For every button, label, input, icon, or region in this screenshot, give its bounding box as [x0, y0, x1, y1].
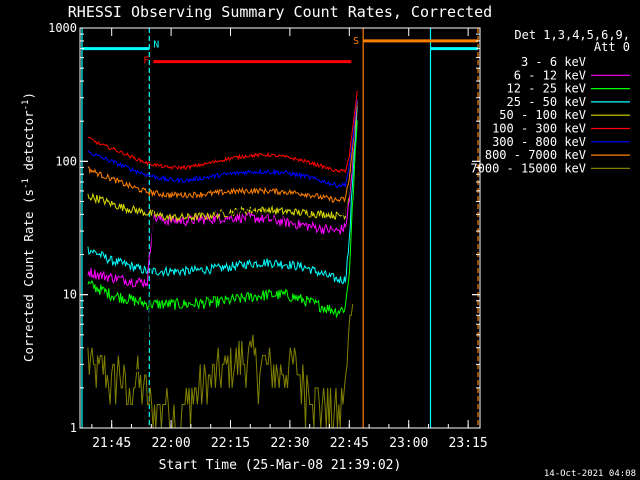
x-tick-label-6: 23:15 [449, 436, 488, 451]
y-tick-label-1: 10 [63, 288, 77, 302]
legend-label-6: 300 - 800 keV [492, 135, 586, 149]
legend-label-2: 12 - 25 keV [507, 82, 586, 96]
flag-label-2: S [353, 36, 359, 47]
legend-header-1: Det 1,3,4,5,6,9, [514, 28, 630, 42]
y-tick-label-2: 100 [55, 154, 77, 168]
x-tick-label-4: 22:45 [330, 436, 369, 451]
x-tick-label-3: 22:30 [270, 436, 309, 451]
series-line-7 [87, 100, 358, 203]
x-tick-label-1: 22:00 [152, 436, 191, 451]
flag-label-0: N [153, 40, 159, 51]
series-line-8 [87, 304, 354, 429]
y-tick-label-0: 1 [70, 421, 77, 435]
legend-label-5: 100 - 300 keV [492, 122, 586, 136]
series-line-6 [87, 99, 358, 189]
plot-area: NF S 1 10 100 1000 21:45 22:00 22:15 22:30 22:45 23… [48, 21, 488, 451]
legend-header-2: Att 0 [594, 40, 630, 54]
footer-timestamp: 14-Oct-2021 04:08 [544, 469, 636, 479]
series-line-5 [87, 90, 358, 174]
x-tick-label-0: 21:45 [92, 436, 131, 451]
series-line-0 [87, 100, 358, 376]
y-tick-label-3: 1000 [48, 21, 77, 35]
y-axis-label: Corrected Count Rate (s-1 detector-1) [21, 92, 36, 362]
series-line-4 [87, 105, 358, 223]
legend-label-3: 25 - 50 keV [507, 95, 586, 109]
legend-label-7: 800 - 7000 keV [485, 148, 586, 162]
legend-label-8: 7000 - 15000 keV [470, 161, 586, 175]
x-tick-label-5: 23:00 [389, 436, 428, 451]
x-tick-label-2: 22:15 [211, 436, 250, 451]
legend-label-1: 6 - 12 keV [514, 68, 586, 82]
plot-frame [79, 27, 481, 429]
legend-label-0: 3 - 6 keV [521, 55, 586, 69]
flag-label-1: F [143, 56, 149, 67]
series-line-1 [87, 100, 358, 289]
x-axis-label: Start Time (25-Mar-08 21:39:02) [159, 458, 402, 473]
series-line-2 [87, 120, 358, 319]
series-line-3 [87, 106, 358, 285]
legend-label-4: 50 - 100 keV [499, 108, 586, 122]
chart-title: RHESSI Observing Summary Count Rates, Co… [68, 3, 492, 21]
